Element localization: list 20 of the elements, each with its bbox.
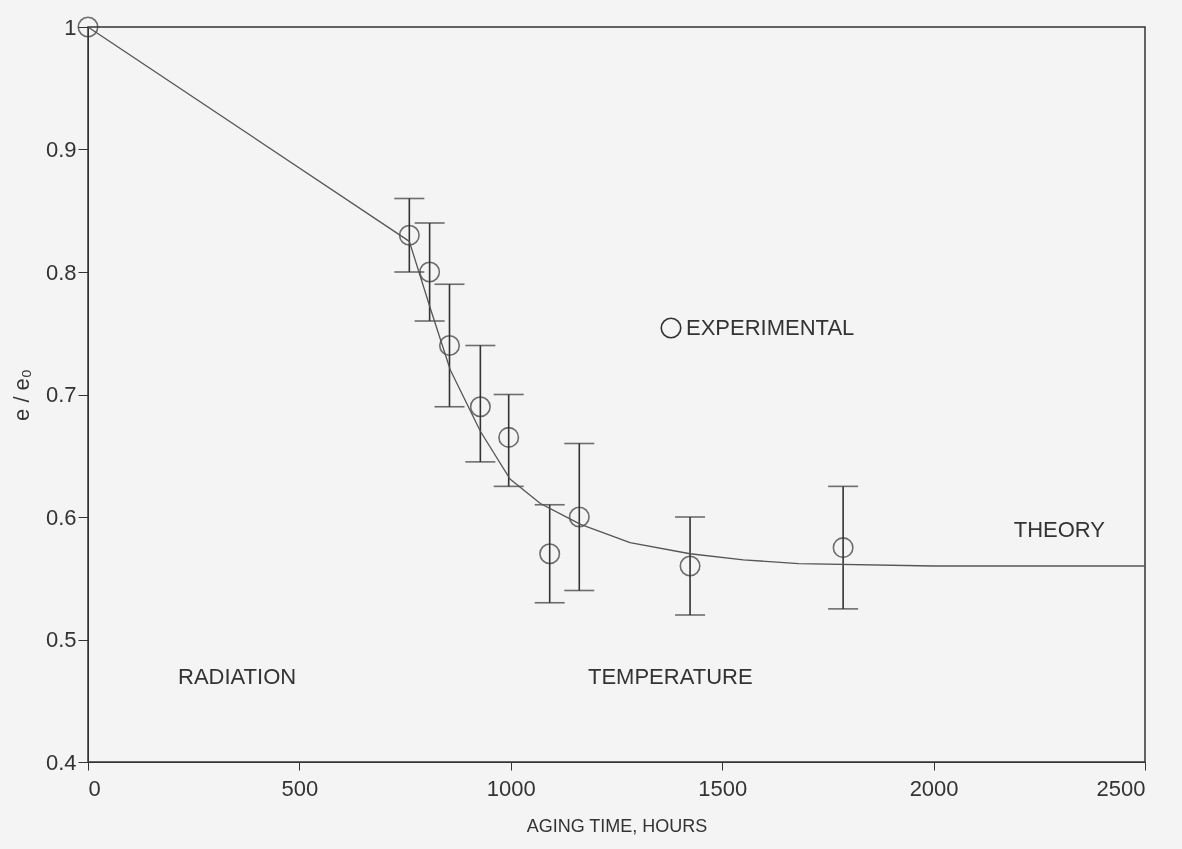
line-series (87, 26, 1146, 567)
x-tick-label: 0 (88, 775, 101, 801)
y-tick-label: 0.9 (45, 137, 77, 162)
x-axis-title: AGING TIME, HOURS (526, 815, 708, 836)
y-axis-title: e / e₀ (8, 369, 34, 421)
legend-label: EXPERIMENTAL (686, 315, 855, 340)
x-tick-label: 1000 (486, 775, 536, 801)
x-tick-label: 500 (281, 775, 319, 801)
annotation: RADIATION (178, 664, 297, 689)
x-tick-label: 2000 (909, 775, 959, 801)
y-tick-label: 0.7 (45, 382, 77, 407)
y-tick-label: 0.5 (45, 627, 77, 652)
y-tick-label: 0.4 (45, 749, 77, 775)
annotation: TEMPERATURE (588, 664, 753, 689)
y-tick-label: 0.6 (45, 504, 77, 530)
x-tick-label: 1500 (698, 775, 748, 801)
y-tick-label: 0.8 (45, 259, 77, 285)
x-tick-label: 2500 (1096, 775, 1146, 801)
series-label: THEORY (1013, 517, 1106, 542)
y-tick-label: 1 (64, 14, 77, 40)
